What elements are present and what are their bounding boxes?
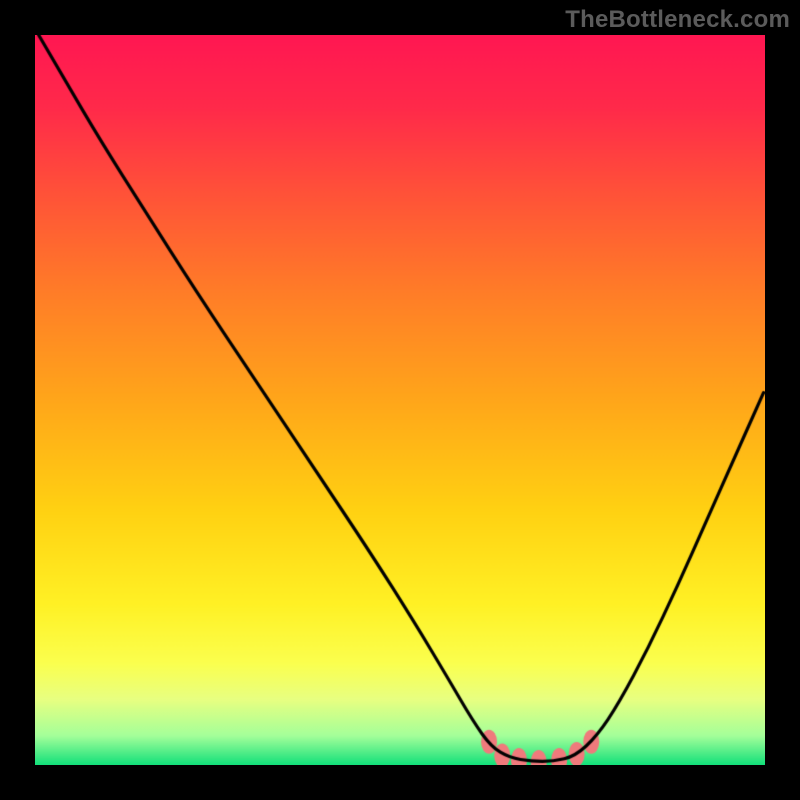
chart-stage: TheBottleneck.com bbox=[0, 0, 800, 800]
watermark-text: TheBottleneck.com bbox=[565, 6, 790, 34]
bottleneck-curve bbox=[35, 35, 765, 765]
